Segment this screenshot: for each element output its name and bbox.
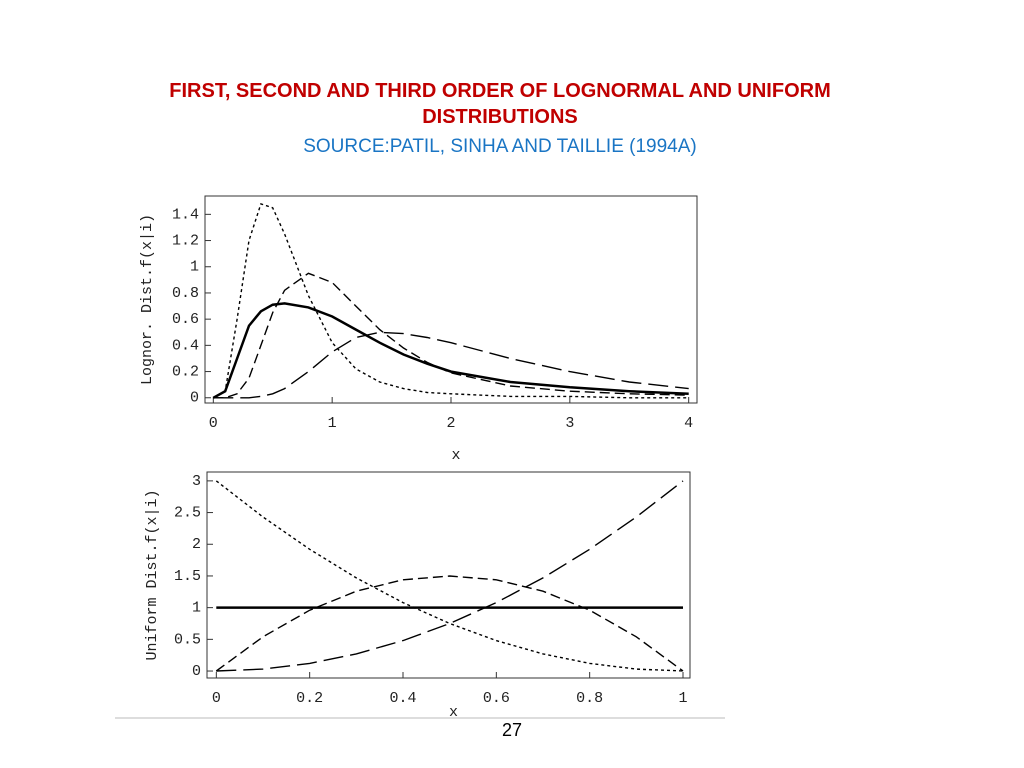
y-tick-label: 0.6 (172, 311, 199, 328)
y-axis-label: Lognor. Dist.f(x|i) (139, 214, 156, 385)
series-line (212, 203, 689, 399)
y-tick-label: 1.4 (172, 206, 199, 223)
y-tick-label: 1.5 (174, 568, 201, 585)
series-line (215, 480, 684, 672)
x-axis-label: x (449, 704, 458, 721)
series-line (213, 331, 689, 399)
x-tick-label: 0 (212, 690, 221, 707)
slide-title: FIRST, SECOND AND THIRD ORDER OF LOGNORM… (169, 80, 831, 128)
y-tick-label: 1.2 (172, 233, 199, 250)
y-tick-label: 0.2 (172, 364, 199, 381)
y-tick-label: 3 (192, 473, 201, 490)
y-tick-label: 2 (192, 536, 201, 553)
y-tick-label: 1 (190, 259, 199, 276)
y-tick-label: 0 (192, 663, 201, 680)
slide-subtitle: SOURCE:PATIL, SINHA AND TAILLIE (1994A) (303, 136, 697, 157)
plot-frame (206, 471, 691, 679)
x-tick-label: 0 (209, 415, 218, 432)
series-line (213, 272, 689, 399)
x-tick-label: 0.6 (483, 690, 510, 707)
x-tick-label: 1 (328, 415, 337, 432)
page-number: 27 (501, 720, 523, 740)
y-tick-label: 2.5 (174, 505, 201, 522)
x-axis-label: x (451, 447, 460, 464)
series-line (216, 480, 684, 672)
x-tick-label: 2 (446, 415, 455, 432)
x-tick-label: 3 (565, 415, 574, 432)
y-tick-label: 0.8 (172, 285, 199, 302)
x-tick-label: 0.4 (389, 690, 416, 707)
y-tick-label: 0.5 (174, 631, 201, 648)
x-tick-label: 4 (684, 415, 693, 432)
x-tick-label: 0.8 (576, 690, 603, 707)
y-tick-label: 0.4 (172, 337, 199, 354)
x-tick-label: 1 (678, 690, 687, 707)
y-axis-label: Uniform Dist.f(x|i) (144, 489, 161, 660)
series-line (212, 302, 689, 399)
x-tick-label: 0.2 (296, 690, 323, 707)
y-tick-label: 1 (192, 600, 201, 617)
y-tick-label: 0 (190, 390, 199, 407)
series-line (215, 575, 684, 672)
